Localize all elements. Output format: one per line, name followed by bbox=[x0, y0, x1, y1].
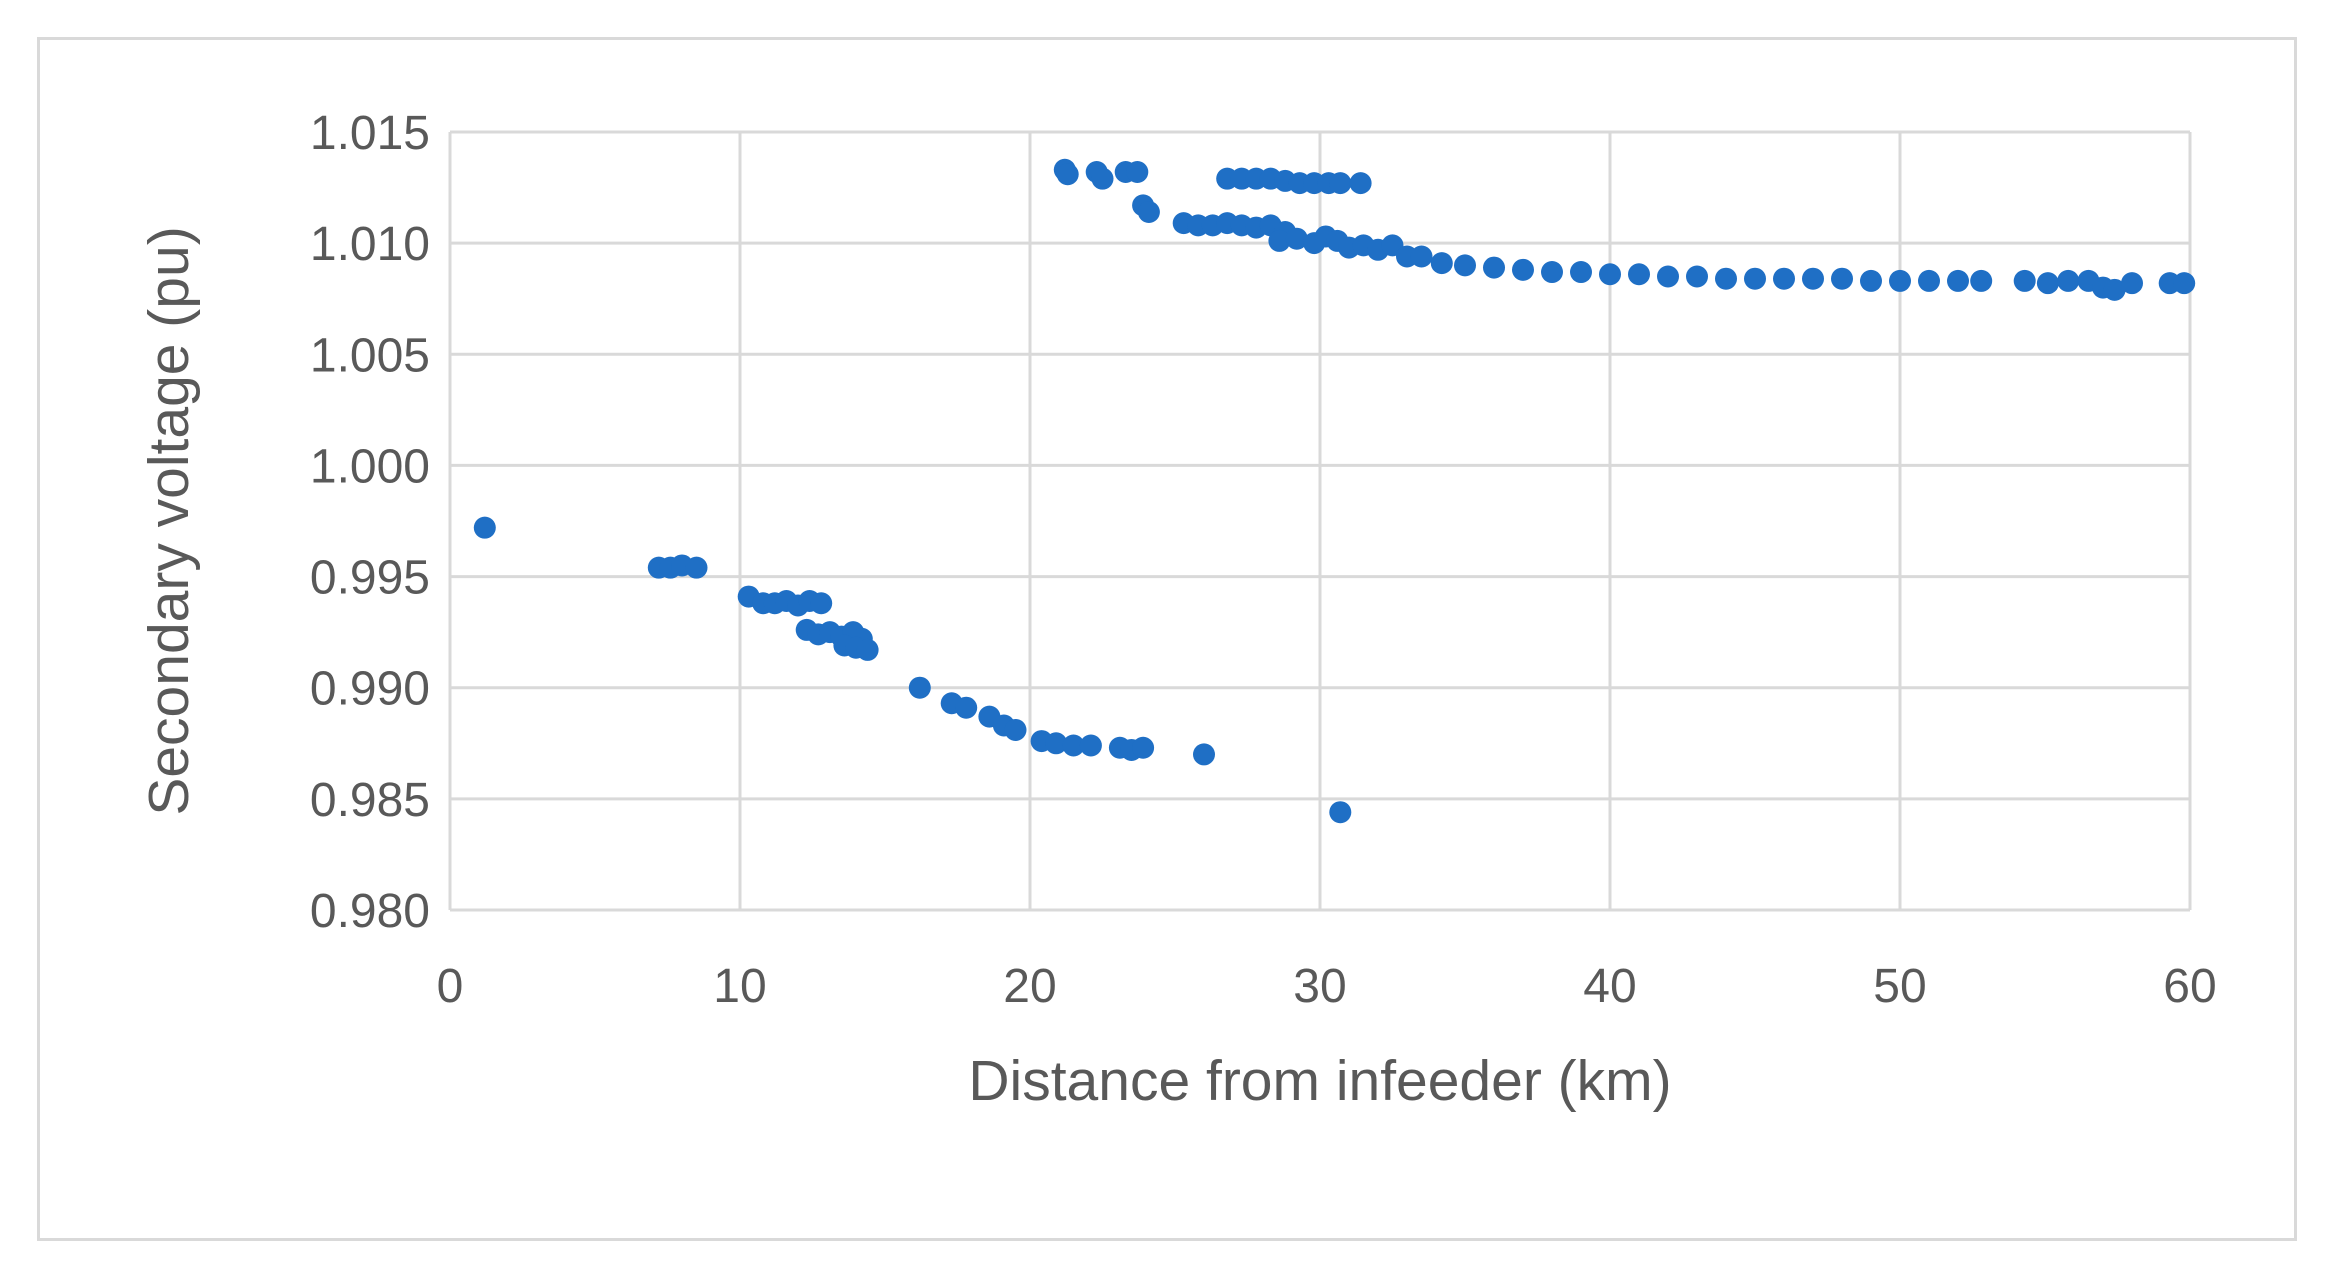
data-point bbox=[2057, 269, 2080, 292]
data-point bbox=[1268, 229, 1291, 252]
x-tick-label: 10 bbox=[713, 960, 766, 1013]
data-point bbox=[1004, 718, 1027, 741]
data-point bbox=[473, 516, 496, 539]
y-tick-label: 0.980 bbox=[310, 885, 430, 938]
data-point bbox=[2103, 278, 2126, 301]
data-point bbox=[1410, 245, 1433, 268]
data-point bbox=[1193, 743, 1215, 766]
data-point bbox=[1889, 269, 1911, 292]
data-point bbox=[1657, 265, 1679, 288]
x-tick-label: 60 bbox=[2163, 960, 2216, 1013]
data-point bbox=[1831, 267, 1853, 290]
data-points bbox=[473, 158, 2196, 824]
y-axis-title: Secondary voltage (pu) bbox=[137, 226, 201, 815]
data-point bbox=[685, 556, 708, 579]
data-point bbox=[1285, 227, 1308, 250]
data-point bbox=[1079, 734, 1102, 757]
data-point bbox=[2121, 272, 2143, 295]
y-tick-label: 1.005 bbox=[310, 329, 430, 382]
y-tick-label: 1.000 bbox=[310, 440, 430, 493]
chart-frame: 0.980 0.985 0.990 0.995 1.000 1.005 1.010 1.015… bbox=[37, 37, 2297, 1241]
y-tick-label: 1.015 bbox=[310, 107, 430, 160]
y-tick-label: 0.985 bbox=[310, 774, 430, 827]
data-point bbox=[1970, 269, 1993, 292]
data-point bbox=[1329, 801, 1352, 824]
x-tick-label: 50 bbox=[1873, 960, 1926, 1013]
data-point bbox=[1062, 734, 1085, 757]
y-tick-label: 0.995 bbox=[310, 552, 430, 605]
data-point bbox=[1329, 172, 1352, 195]
x-tick-label: 30 bbox=[1293, 960, 1346, 1013]
y-tick-label: 1.010 bbox=[310, 218, 430, 271]
data-point bbox=[2013, 269, 2036, 292]
data-point bbox=[1628, 263, 1650, 286]
data-point bbox=[810, 592, 833, 615]
data-point bbox=[1137, 201, 1160, 224]
data-point bbox=[1541, 261, 1563, 284]
data-point bbox=[1918, 269, 1940, 292]
data-point bbox=[1091, 167, 1114, 190]
data-point bbox=[1802, 267, 1824, 290]
data-point bbox=[2173, 272, 2196, 295]
grid-lines bbox=[448, 130, 2192, 912]
data-point bbox=[1860, 269, 1882, 292]
data-point bbox=[1512, 258, 1534, 281]
data-point bbox=[1599, 263, 1621, 286]
data-point bbox=[1947, 269, 1969, 292]
data-point bbox=[1045, 732, 1068, 755]
data-point bbox=[955, 696, 978, 719]
data-point bbox=[1715, 267, 1737, 290]
data-point bbox=[1570, 261, 1592, 284]
data-point bbox=[1454, 254, 1476, 277]
data-point bbox=[1744, 267, 1766, 290]
data-point bbox=[1126, 161, 1149, 184]
scatter-chart: 0.980 0.985 0.990 0.995 1.000 1.005 1.010 1.015… bbox=[137, 107, 2217, 1113]
tick-labels: 0.980 0.985 0.990 0.995 1.000 1.005 1.010 1.015… bbox=[310, 107, 2217, 1013]
x-tick-label: 0 bbox=[437, 960, 464, 1013]
data-point bbox=[1686, 265, 1708, 288]
data-point bbox=[1483, 256, 1505, 279]
data-point bbox=[856, 638, 879, 661]
data-point bbox=[1349, 172, 1372, 195]
data-point bbox=[1056, 163, 1079, 186]
data-point bbox=[1132, 736, 1155, 759]
y-tick-label: 0.990 bbox=[310, 663, 430, 716]
data-point bbox=[908, 676, 931, 699]
data-point bbox=[2036, 272, 2059, 295]
x-tick-label: 20 bbox=[1003, 960, 1056, 1013]
x-axis-title: Distance from infeeder (km) bbox=[968, 1049, 1671, 1113]
data-point bbox=[1773, 267, 1795, 290]
x-tick-label: 40 bbox=[1583, 960, 1636, 1013]
data-point bbox=[1430, 252, 1453, 275]
